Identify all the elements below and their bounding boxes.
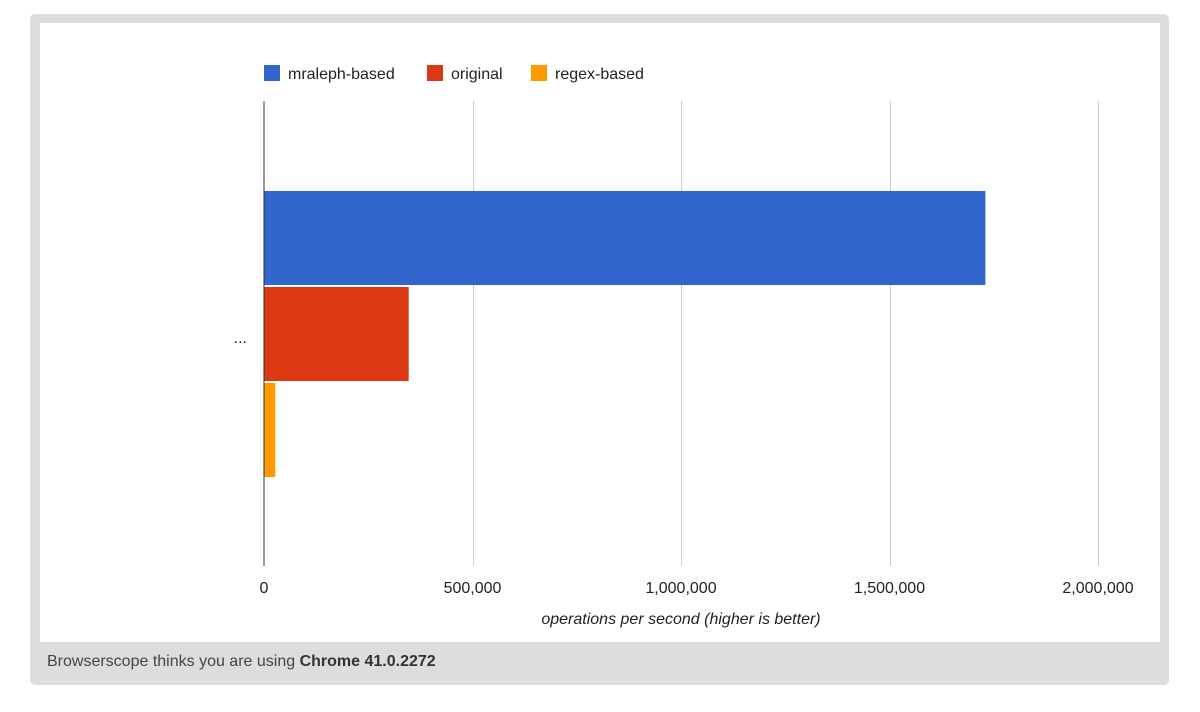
- bar-regex-based: [264, 383, 276, 477]
- legend-label: original: [451, 66, 503, 83]
- category-label: ...: [234, 330, 247, 347]
- x-axis-title: operations per second (higher is better): [541, 611, 820, 628]
- footer-prefix: Browserscope thinks you are using: [47, 653, 300, 670]
- gridlines: [473, 101, 1099, 566]
- browser-detection-footer: Browserscope thinks you are using Chrome…: [47, 653, 436, 671]
- x-tick-labels: 0 500,000 1,000,000 1,500,000 2,000,000: [260, 580, 1134, 597]
- x-tick-label: 1,000,000: [645, 580, 716, 597]
- legend-swatch-original: [427, 65, 443, 81]
- x-tick-label: 2,000,000: [1062, 580, 1133, 597]
- legend: mraleph-based original regex-based: [264, 65, 644, 83]
- bar-chart: mraleph-based original regex-based ... 0 50…: [234, 65, 1134, 628]
- legend-label: regex-based: [555, 66, 644, 83]
- bar-original: [264, 287, 409, 381]
- x-tick-label: 0: [260, 580, 269, 597]
- legend-swatch-mraleph-based: [264, 65, 280, 81]
- footer-browser-name: Chrome 41.0.2272: [299, 653, 436, 670]
- x-tick-label: 500,000: [444, 580, 502, 597]
- x-tick-label: 1,500,000: [854, 580, 925, 597]
- bars: [264, 191, 986, 477]
- legend-swatch-regex-based: [531, 65, 547, 81]
- browserscope-results-frame: mraleph-based original regex-based ... 0 50…: [30, 14, 1169, 685]
- bar-mraleph-based: [264, 191, 986, 285]
- category-labels: ...: [234, 330, 247, 347]
- legend-label: mraleph-based: [288, 66, 395, 83]
- chart-panel: mraleph-based original regex-based ... 0 50…: [40, 23, 1160, 642]
